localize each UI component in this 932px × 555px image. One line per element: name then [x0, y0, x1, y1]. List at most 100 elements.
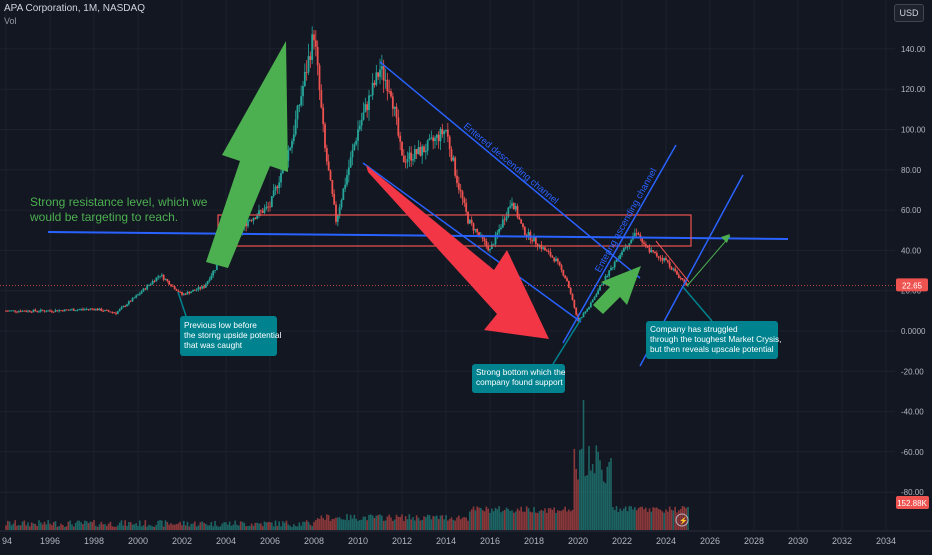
- volume-bar: [267, 521, 269, 530]
- candle-body: [49, 310, 51, 312]
- candle-body: [135, 295, 138, 298]
- volume-bar: [144, 520, 147, 530]
- currency-button[interactable]: USD: [894, 4, 924, 22]
- candle-body: [78, 309, 81, 311]
- candle-body: [468, 219, 471, 224]
- candle-body: [107, 310, 110, 312]
- candle-body: [168, 280, 171, 285]
- candle-body: [316, 46, 319, 66]
- candle-body: [173, 286, 176, 290]
- candle-body: [54, 310, 57, 312]
- candle-body: [494, 234, 497, 245]
- candle-body: [144, 288, 147, 290]
- candle-body: [575, 307, 578, 315]
- volume-bar: [390, 517, 392, 530]
- candle-body: [417, 147, 420, 155]
- volume-bar: [612, 507, 614, 530]
- candle-body: [569, 287, 572, 294]
- volume-bar: [646, 511, 649, 530]
- candle-body: [522, 223, 524, 227]
- candle-body: [120, 307, 123, 310]
- candle-body: [514, 206, 517, 210]
- volume-bar: [349, 514, 352, 530]
- volume-bar: [648, 508, 651, 530]
- volume-bar: [502, 510, 504, 530]
- candle-body: [204, 284, 207, 288]
- volume-bar: [498, 506, 500, 530]
- volume-bar: [65, 526, 68, 530]
- candle-body: [195, 289, 198, 291]
- candle-body: [188, 291, 191, 294]
- volume-bar: [261, 526, 264, 530]
- candle-body: [171, 286, 174, 287]
- volume-bar: [527, 508, 530, 530]
- volume-bar: [333, 518, 335, 530]
- volume-bar: [173, 524, 176, 530]
- candle-body: [492, 244, 495, 246]
- volume-bar: [668, 506, 671, 530]
- volume-bar: [115, 526, 117, 530]
- volume-bar: [117, 525, 119, 530]
- volume-label: Vol: [4, 16, 17, 26]
- volume-bar: [208, 525, 211, 530]
- candle-body: [589, 302, 592, 308]
- candle-body: [461, 191, 464, 199]
- lightning-icon[interactable]: [675, 513, 689, 527]
- volume-bar: [34, 523, 37, 530]
- candle-body: [210, 275, 213, 280]
- volume-bar: [434, 516, 436, 530]
- candle-body: [289, 147, 292, 150]
- volume-bar: [124, 520, 126, 530]
- candle-body: [58, 310, 61, 312]
- candle-body: [133, 297, 136, 299]
- candle-body: [661, 258, 664, 261]
- volume-bar: [615, 506, 618, 530]
- volume-bar: [659, 509, 662, 530]
- volume-bar: [309, 524, 312, 530]
- candle-body: [391, 96, 394, 109]
- candle-body: [404, 161, 407, 163]
- volume-bar: [73, 526, 75, 530]
- volume-bar: [302, 521, 304, 530]
- volume-bar: [371, 515, 374, 530]
- candle-body: [624, 247, 627, 249]
- x-tick-label: 2006: [260, 536, 280, 546]
- volume-bar: [329, 520, 332, 530]
- candle-body: [98, 308, 101, 311]
- volume-bar: [529, 511, 532, 530]
- volume-bar: [27, 522, 29, 530]
- volume-bar: [496, 509, 499, 530]
- volume-bar: [392, 520, 394, 530]
- volume-bar: [131, 524, 134, 530]
- volume-bar: [351, 518, 354, 530]
- last-price-badge: [896, 278, 928, 292]
- candle-body: [269, 206, 271, 208]
- candle-body: [413, 149, 416, 160]
- volume-bar: [300, 525, 302, 530]
- x-tick-label: 2008: [304, 536, 324, 546]
- volume-bar: [84, 520, 86, 530]
- candle-body: [34, 309, 37, 311]
- x-tick-label: 2026: [700, 536, 720, 546]
- annotation-strong-bottom-line2: company found support: [476, 377, 563, 387]
- y-tick-label: 0.0000: [901, 327, 926, 336]
- volume-bar: [102, 524, 104, 530]
- x-tick-label: 2032: [832, 536, 852, 546]
- volume-bar: [45, 524, 48, 530]
- annotation-box-previous-low: [180, 316, 277, 356]
- volume-bar: [368, 514, 370, 530]
- target-line: [686, 235, 731, 287]
- candle-body: [423, 146, 425, 153]
- candle-body: [302, 86, 304, 97]
- candle-body: [435, 134, 438, 138]
- candle-body: [179, 291, 182, 293]
- candle-body: [247, 220, 249, 227]
- candle-body: [434, 137, 436, 142]
- candle-body: [296, 105, 299, 120]
- candle-body: [452, 157, 455, 161]
- candle-body: [355, 140, 358, 145]
- volume-bar: [412, 517, 414, 530]
- candle-body: [127, 301, 130, 305]
